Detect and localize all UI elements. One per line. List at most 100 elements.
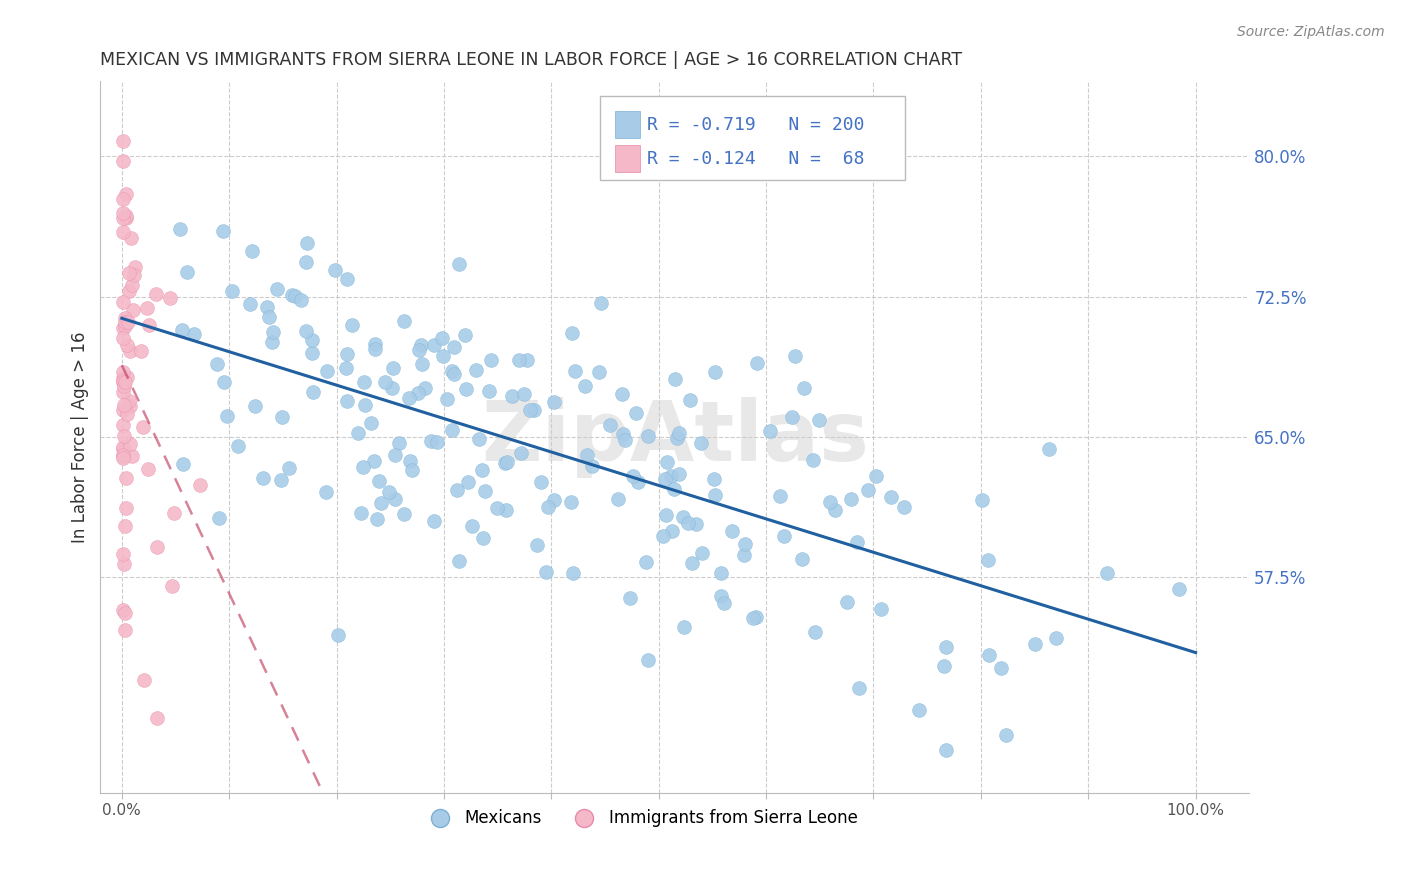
Point [510, 446, 533, 460]
Point [495, 503, 517, 517]
Point [413, 381, 436, 395]
Point [295, 235, 318, 250]
Point [301, 384, 323, 399]
Point [703, 472, 725, 486]
Point [411, 357, 433, 371]
Point [637, 653, 659, 667]
Point [398, 391, 420, 405]
Point [976, 553, 998, 567]
Point [745, 610, 768, 624]
Point [336, 347, 359, 361]
Point [270, 409, 292, 424]
Point [790, 552, 813, 566]
Point [995, 728, 1018, 742]
Point [1095, 566, 1118, 580]
Point [467, 432, 489, 446]
Point [111, 331, 134, 345]
Point [212, 376, 235, 390]
Point [856, 483, 879, 497]
Point [436, 392, 458, 406]
Point [114, 315, 136, 329]
Point [703, 488, 725, 502]
Point [111, 371, 134, 385]
Point [454, 382, 477, 396]
Point [136, 461, 159, 475]
Point [848, 681, 870, 696]
Point [145, 287, 167, 301]
Point [163, 506, 186, 520]
Point [454, 328, 477, 343]
Point [519, 403, 541, 417]
Point [114, 375, 136, 389]
Point [240, 244, 263, 259]
Point [409, 337, 432, 351]
Point [353, 375, 375, 389]
Point [373, 375, 395, 389]
Point [295, 324, 318, 338]
Point [485, 500, 508, 515]
Point [366, 511, 388, 525]
Point [111, 225, 134, 239]
Point [782, 410, 804, 425]
Point [134, 673, 156, 687]
Point [112, 379, 135, 393]
Point [335, 360, 357, 375]
Point [668, 467, 690, 482]
Point [347, 425, 370, 440]
Point [588, 365, 610, 379]
Point [636, 555, 658, 569]
Point [818, 495, 841, 509]
Point [423, 514, 446, 528]
Point [575, 448, 598, 462]
Point [935, 640, 957, 654]
Point [132, 419, 155, 434]
Point [111, 376, 134, 390]
Point [122, 268, 145, 283]
Point [713, 596, 735, 610]
Point [1168, 582, 1191, 596]
Point [111, 134, 134, 148]
Point [260, 334, 283, 349]
Y-axis label: In Labor Force | Age > 16: In Labor Force | Age > 16 [72, 331, 89, 542]
Point [624, 406, 647, 420]
Point [470, 463, 492, 477]
Bar [614, 145, 640, 172]
Point [316, 364, 339, 378]
Point [710, 566, 733, 580]
Point [666, 431, 689, 445]
Point [378, 485, 401, 500]
Point [111, 448, 134, 462]
Point [363, 454, 385, 468]
Point [114, 318, 136, 333]
Point [262, 325, 284, 339]
Point [315, 485, 337, 500]
Point [893, 500, 915, 514]
Point [159, 291, 181, 305]
Point [336, 271, 359, 285]
Point [710, 589, 733, 603]
Point [441, 364, 464, 378]
Point [741, 611, 763, 625]
Point [689, 436, 711, 450]
Text: MEXICAN VS IMMIGRANTS FROM SIERRA LEONE IN LABOR FORCE | AGE > 16 CORRELATION CH: MEXICAN VS IMMIGRANTS FROM SIERRA LEONE … [100, 51, 963, 69]
Point [381, 381, 404, 395]
Point [907, 703, 929, 717]
Point [612, 427, 634, 442]
Point [284, 288, 307, 302]
Point [619, 591, 641, 606]
Point [472, 532, 495, 546]
Point [207, 357, 229, 371]
Point [117, 284, 139, 298]
Point [172, 457, 194, 471]
Point [661, 524, 683, 539]
Text: R = -0.124   N =  68: R = -0.124 N = 68 [647, 150, 865, 168]
Point [672, 620, 695, 634]
Point [401, 463, 423, 477]
Point [115, 370, 138, 384]
Point [734, 537, 756, 551]
Bar [614, 112, 640, 138]
Point [111, 451, 134, 466]
Point [394, 314, 416, 328]
Point [256, 300, 278, 314]
Point [350, 506, 373, 520]
